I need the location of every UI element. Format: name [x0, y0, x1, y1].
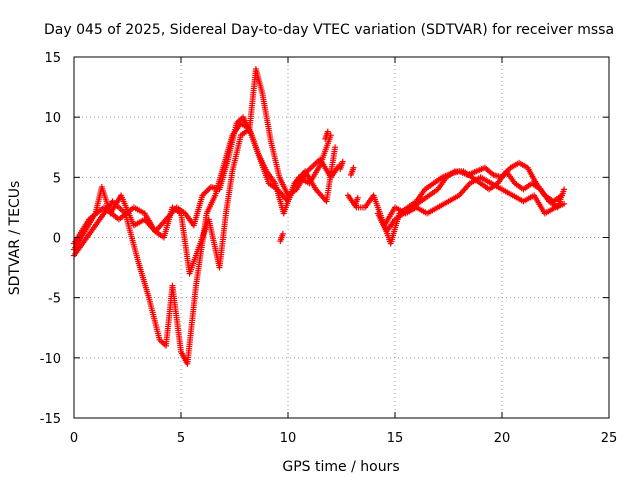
- x-tick-label: 10: [280, 431, 297, 446]
- y-axis-label: SDTVAR / TECUs: [7, 181, 23, 296]
- data-point: [561, 186, 568, 193]
- y-tick-label: 5: [53, 171, 61, 186]
- y-tick-label: 10: [44, 111, 61, 126]
- data-point: [332, 144, 339, 151]
- tick-layer: 0 5 10 15 20 25 -15 -10 -5 0 5 10 15: [40, 51, 618, 446]
- y-tick-label: -10: [40, 352, 61, 367]
- data-point: [203, 188, 210, 195]
- chart-title: Day 045 of 2025, Sidereal Day-to-day VTE…: [44, 22, 614, 38]
- y-tick-label: -15: [40, 412, 61, 427]
- series-layer: [71, 66, 568, 367]
- data-point: [279, 230, 286, 237]
- x-tick-label: 20: [494, 431, 511, 446]
- grid: [74, 57, 609, 418]
- data-point: [354, 194, 361, 201]
- data-point: [561, 200, 568, 207]
- x-tick-label: 5: [177, 431, 185, 446]
- data-point: [339, 158, 346, 165]
- data-point: [202, 189, 209, 196]
- series-track-6: [381, 174, 568, 229]
- y-tick-label: 15: [44, 51, 61, 66]
- y-tick-label: 0: [53, 232, 61, 247]
- x-tick-label: 25: [601, 431, 618, 446]
- x-axis-label: GPS time / hours: [282, 459, 399, 475]
- x-tick-label: 15: [387, 431, 404, 446]
- data-point: [350, 164, 357, 171]
- x-tick-label: 0: [70, 431, 78, 446]
- data-point: [324, 128, 331, 135]
- series-track-3: [71, 66, 343, 277]
- y-tick-label: -5: [48, 292, 61, 307]
- series-track-2: [71, 120, 339, 367]
- isolated-points: [277, 128, 361, 245]
